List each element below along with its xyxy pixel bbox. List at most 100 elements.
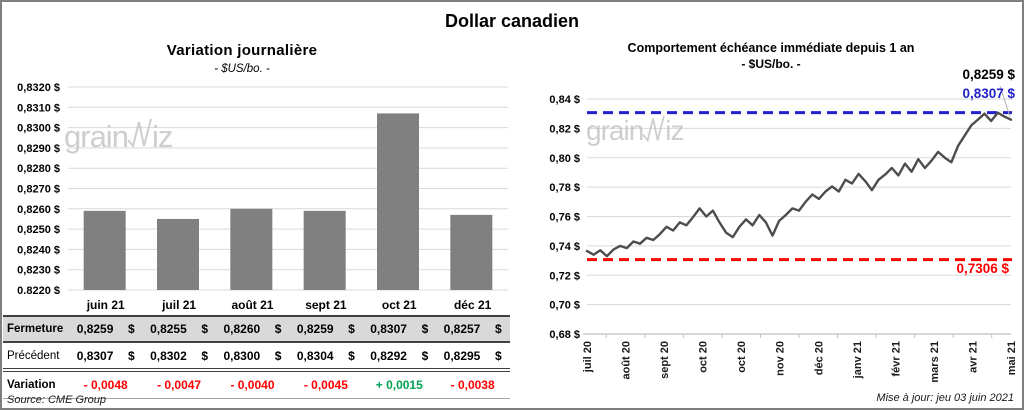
x-axis-month-label: août 20 [621, 341, 633, 380]
table-cell: 0,8259 $ [69, 322, 142, 336]
table-cell: 0,8307 $ [69, 349, 142, 363]
value-number: 0,8260 [223, 322, 261, 336]
bar-déc 21 [450, 214, 493, 290]
y-axis-tick-label: 0,8230 $ [17, 265, 60, 277]
y-axis-tick-label: 0,8220 $ [17, 285, 60, 294]
y-axis-tick-label: 0,8240 $ [17, 244, 60, 256]
source-note: Source: CME Group [7, 394, 107, 406]
table-cell: - 0,0040 [230, 378, 275, 392]
y-axis-tick-label: 0,8320 $ [17, 82, 60, 94]
y-axis-tick-label: 0,84 $ [549, 94, 580, 106]
value-number: 0,8300 [223, 348, 261, 363]
watermark-text-post: iz [665, 115, 684, 147]
last-close-annotation: 0,8259 $ [962, 67, 1015, 82]
bar-juin 21 [83, 210, 126, 290]
value-with-currency: 0,8255 $ [150, 322, 208, 336]
value-number: 0,8292 [370, 348, 407, 363]
grainwiz-watermark: grain iz [64, 117, 173, 154]
y-axis-tick-label: 0,8300 $ [17, 123, 60, 135]
currency-symbol: $ [494, 322, 502, 336]
value-with-currency: 0,8259 $ [297, 322, 355, 336]
y-axis-tick-label: 0,74 $ [549, 241, 580, 253]
table-cell: 0,8257 $ [436, 322, 509, 336]
table-col-header: août 21 [231, 297, 274, 312]
x-axis-month-label: févr 21 [890, 341, 902, 376]
bar-août 21 [230, 208, 273, 290]
watermark-text-post: iz [151, 118, 173, 154]
value-with-currency: 0,8307 $ [77, 349, 135, 363]
bar-chart-title: Variation journalière [166, 42, 318, 59]
table-cell: 0,8292 $ [363, 349, 436, 363]
table-col-header: oct 21 [381, 297, 417, 312]
y-axis-tick-label: 0,76 $ [549, 212, 580, 224]
watermark-text-pre: grain [586, 115, 644, 147]
y-axis-tick-label: 0,82 $ [549, 123, 580, 135]
low-reference-annotation: 0,7306 $ [956, 261, 1009, 276]
table-col-header: sept 21 [305, 297, 347, 312]
currency-symbol: $ [274, 348, 282, 363]
table-col-header: déc 21 [453, 297, 492, 312]
watermark-text-pre: grain [64, 118, 129, 154]
currency-symbol: $ [494, 348, 502, 363]
value-number: 0,8302 [150, 348, 187, 363]
y-axis-tick-label: 0,78 $ [549, 182, 580, 194]
table-col-header: juin 21 [86, 297, 125, 312]
bar-oct 21 [377, 113, 419, 290]
currency-symbol: $ [421, 348, 429, 363]
x-axis-month-label: nov 20 [775, 341, 787, 376]
table-cell: - 0,0045 [303, 378, 348, 392]
currency-symbol: $ [201, 322, 209, 336]
annotation-leader-line [999, 85, 1011, 117]
table-cell: + 0,0015 [375, 378, 423, 392]
y-axis-tick-label: 0,8250 $ [17, 224, 60, 236]
table-row-label: Précédent [7, 349, 60, 362]
y-axis-tick-label: 0,8310 $ [17, 102, 60, 114]
table-cell: 0,8259 $ [289, 322, 362, 336]
table-row-label: Variation [7, 379, 56, 391]
value-number: 0,8304 [296, 348, 334, 363]
table-cell: 0,8307 $ [363, 322, 436, 336]
update-note: Mise à jour: jeu 03 juin 2021 [876, 392, 1014, 404]
y-axis-tick-label: 0,8270 $ [17, 184, 60, 196]
watermark-zigzag-icon [642, 115, 666, 143]
table-row-précédent: Précédent 0,8307 $0,8302 $0,8300 $0,8304 $0,8… [3, 343, 510, 372]
table-cell: 0,8304 $ [289, 349, 362, 363]
table-cell: 0,8255 $ [142, 322, 215, 336]
price-series-line [585, 111, 1013, 258]
y-axis-tick-label: 0,8280 $ [17, 163, 60, 175]
currency-symbol: $ [348, 348, 355, 363]
y-axis-tick-label: 0,80 $ [549, 153, 580, 165]
x-axis-month-label: avr 21 [967, 341, 979, 373]
x-axis-month-label: mars 21 [929, 341, 941, 383]
value-with-currency: 0,8259 $ [77, 322, 135, 336]
y-axis-tick-label: 0,68 $ [549, 329, 580, 341]
x-axis-month-label: janv 21 [852, 341, 864, 379]
table-cell: 0,8295 $ [436, 349, 509, 363]
x-axis-month-label: sept 20 [659, 341, 671, 379]
currency-symbol: $ [128, 348, 135, 363]
value-number: 0,8295 [443, 348, 481, 363]
value-with-currency: 0,8300 $ [223, 349, 281, 363]
currency-symbol: $ [274, 322, 282, 336]
value-with-currency: 0,8302 $ [150, 349, 208, 363]
table-cell: - 0,0038 [450, 378, 495, 392]
table-row-fermeture: Fermeture 0,8259 $ 0,8255 $ 0,8260 $0,8259 $ 0,8… [3, 315, 510, 343]
value-with-currency: 0,8260 $ [223, 322, 281, 336]
table-col-header: juil 21 [162, 297, 197, 312]
line-chart-title: Comportement échéance immédiate depuis 1… [627, 41, 915, 55]
line-chart-subtitle: - $US/bo. - [741, 57, 801, 71]
bar-sept 21 [303, 210, 346, 290]
table-cell: - 0,0048 [83, 378, 128, 392]
table-header-row: juin 21 juil 21 août 21 sept 21 oct 21 déc 21 [3, 294, 510, 315]
bar-chart: 0,8320 $ 0,8310 $ 0,8300 $ 0,8290 $ 0,8280 $… [17, 82, 508, 294]
x-axis-month-label: mai 21 [1006, 341, 1018, 375]
value-with-currency: 0,8307 $ [370, 322, 428, 336]
value-number: 0,8307 [76, 348, 114, 363]
table-row-label: Fermeture [7, 323, 64, 335]
x-axis-month-label: déc 20 [813, 341, 825, 375]
currency-symbol: $ [201, 348, 209, 363]
value-number: 0,8257 [443, 322, 481, 336]
value-with-currency: 0,8257 $ [444, 322, 502, 336]
high-reference-annotation: 0,8307 $ [962, 86, 1015, 101]
grainwiz-watermark: grain iz [586, 114, 685, 147]
